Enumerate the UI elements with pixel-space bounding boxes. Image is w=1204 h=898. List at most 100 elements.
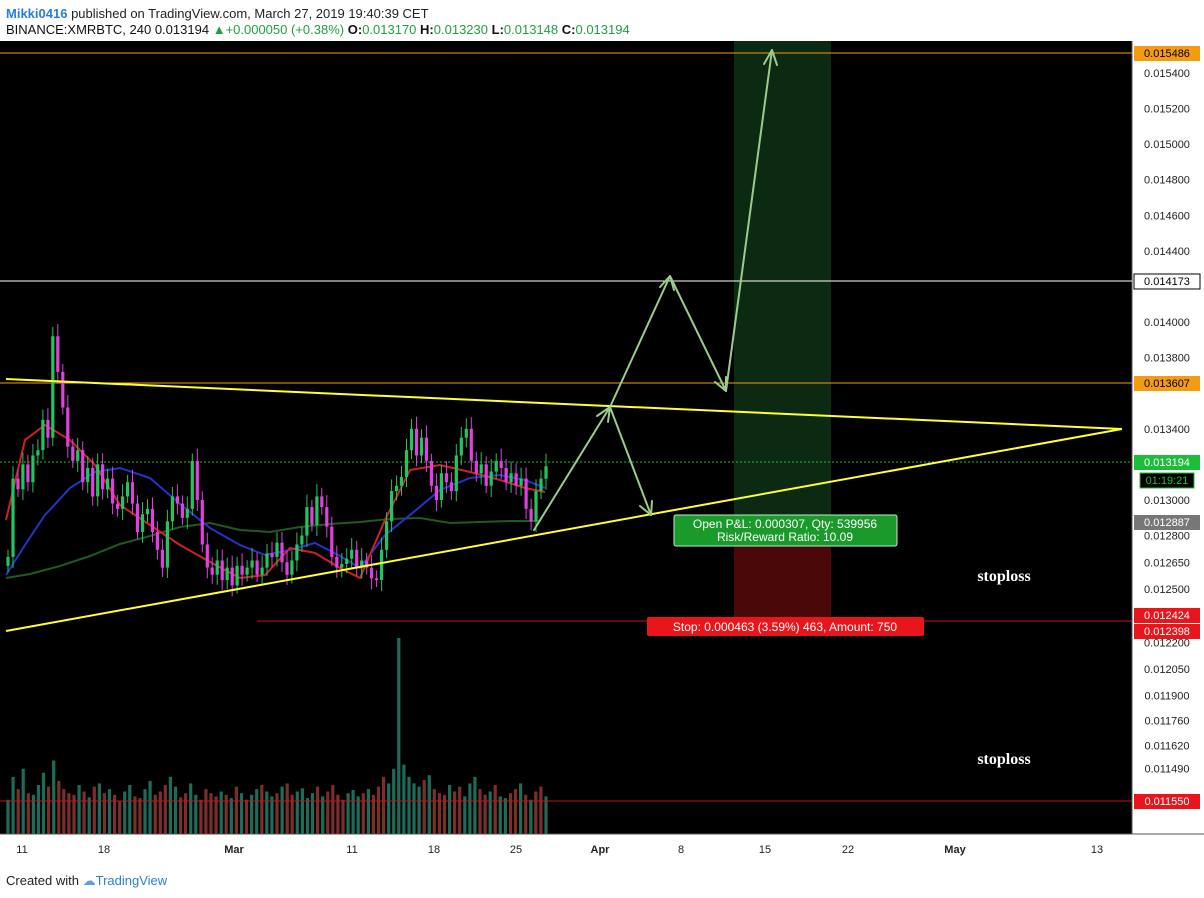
- candle-body: [524, 478, 528, 509]
- candle-body: [494, 460, 498, 472]
- volume-bar: [67, 793, 71, 834]
- volume-bar: [102, 793, 106, 834]
- volume-bar: [209, 793, 213, 834]
- stop-price-text-2: 0.012398: [1144, 626, 1190, 638]
- price-tick-label: 0.015000: [1144, 139, 1190, 151]
- candle-body: [11, 478, 15, 557]
- volume-bar: [41, 772, 46, 835]
- candle-body: [160, 549, 164, 568]
- time-tick-label: 8: [678, 844, 684, 856]
- target-zone[interactable]: [734, 41, 831, 518]
- volume-bar: [453, 791, 457, 834]
- orange-price-tag: [1134, 376, 1200, 391]
- candle-body: [385, 521, 389, 550]
- candle-body: [200, 500, 204, 545]
- candlesticks: [6, 324, 548, 597]
- candle-body: [360, 560, 364, 568]
- candle-body: [56, 336, 60, 372]
- countdown-tag: [1139, 472, 1195, 489]
- volume-bar: [371, 794, 375, 834]
- candle-body: [539, 478, 543, 492]
- stop-info-box[interactable]: [647, 617, 924, 636]
- volume-bar: [234, 786, 238, 834]
- volume-bar: [148, 780, 152, 834]
- price-tags: 0.015486 0.014173 0.013607 0.013194 01:1…: [1133, 46, 1201, 809]
- open-pl-text: Open P&L: 0.000307, Qty: 539956: [693, 517, 877, 531]
- last-price: 0.013194: [154, 22, 210, 37]
- price-tick-label: 0.014000: [1144, 317, 1190, 329]
- candle-body: [250, 560, 254, 568]
- time-tick-label: Mar: [224, 844, 244, 856]
- price-axis[interactable]: [1132, 41, 1204, 834]
- candle-body: [270, 553, 274, 557]
- candle-body: [255, 560, 259, 575]
- candle-body: [36, 450, 40, 456]
- candle-body: [355, 549, 359, 568]
- volume-bar: [138, 798, 142, 834]
- lower-trendline[interactable]: [5, 428, 1123, 632]
- volume-bar: [519, 783, 523, 834]
- open-pl-box[interactable]: [673, 514, 898, 547]
- volume-bar: [305, 798, 310, 834]
- volume-bar: [280, 786, 284, 834]
- price-tick-label: 0.011760: [1144, 716, 1189, 728]
- candle-body: [165, 521, 169, 568]
- candle-body: [155, 532, 159, 550]
- candle-body: [419, 437, 424, 456]
- current-price-text: 0.013194: [1144, 457, 1190, 469]
- tradingview-link[interactable]: TradingView: [95, 873, 168, 888]
- candle-body: [429, 460, 433, 486]
- volume-bar: [239, 793, 244, 834]
- price-tick-label: 0.012800: [1144, 531, 1190, 543]
- volume-bar: [326, 791, 330, 834]
- volume-bar: [113, 794, 117, 834]
- candle-body: [210, 567, 214, 575]
- volume-bar: [290, 794, 294, 834]
- volume-bar: [432, 789, 436, 834]
- price-chart[interactable]: Open P&L: 0.000307, Qty: 539956 Risk/Rew…: [0, 41, 1204, 863]
- entry-price-tag: [1134, 515, 1200, 530]
- volume-bar: [133, 796, 137, 834]
- candle-body: [434, 485, 438, 500]
- candle-body: [81, 450, 85, 483]
- candle-body: [6, 556, 10, 566]
- high-value: 0.013230: [433, 22, 488, 37]
- arrow-head-target: [763, 49, 778, 66]
- high-label: H:: [420, 22, 434, 37]
- candle-body: [499, 460, 503, 468]
- candle-body: [509, 473, 513, 483]
- publication-line: Mikki0416 published on TradingView.com, …: [6, 6, 429, 21]
- volume-bar: [387, 783, 391, 834]
- volume-bar: [123, 791, 127, 834]
- upper-trendline[interactable]: [5, 378, 1123, 430]
- candle-body: [474, 460, 478, 474]
- volume-bar: [11, 776, 15, 834]
- author-name[interactable]: Mikki0416: [6, 6, 68, 21]
- volume-bar: [417, 786, 421, 834]
- arrow-head-pullback: [659, 275, 675, 291]
- volume-bar: [356, 796, 360, 834]
- volume-bar: [47, 786, 51, 834]
- tradingview-logo-icon: ☁: [82, 873, 96, 888]
- volume-bar: [214, 796, 218, 834]
- volume-bar: [412, 783, 416, 834]
- candle-body: [459, 437, 463, 456]
- time-axis[interactable]: [0, 834, 1204, 863]
- volume-bar: [143, 789, 147, 834]
- volume-bar: [463, 796, 467, 834]
- volume-bar: [199, 799, 203, 834]
- volume-bar: [82, 791, 86, 834]
- volume-bar: [316, 786, 320, 834]
- candle-body: [380, 549, 384, 580]
- candle-body: [205, 544, 209, 568]
- volume-bar: [488, 791, 492, 834]
- price-change: +0.000050 (+0.38%): [225, 22, 345, 37]
- volume-bar: [173, 786, 178, 834]
- price-tick-label: 0.015400: [1144, 68, 1190, 80]
- candle-body: [454, 455, 458, 492]
- volume-bar: [6, 799, 10, 834]
- price-tick-label: 0.012500: [1144, 584, 1190, 596]
- candle-body: [185, 508, 189, 518]
- symbol-label: BINANCE:XMRBTC, 240: [6, 22, 152, 37]
- candle-body: [180, 503, 184, 518]
